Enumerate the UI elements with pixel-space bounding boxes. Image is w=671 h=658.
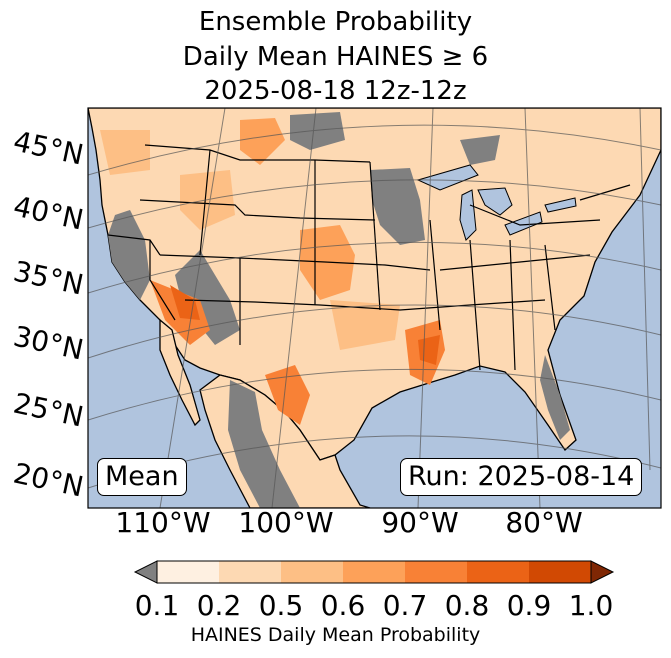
- colorbar-tick-0.2: 0.2: [197, 589, 242, 622]
- lon-label-100: 100°W: [238, 506, 333, 539]
- colorbar-segment-2: [281, 561, 343, 583]
- colorbar-tick-0.1: 0.1: [135, 589, 180, 622]
- colorbar-segment-3: [343, 561, 405, 583]
- title-line-2: Daily Mean HAINES ≥ 6: [182, 42, 489, 72]
- latitude-labels: 45°N 40°N 35°N 30°N 25°N 20°N: [11, 125, 87, 504]
- colorbar-tick-labels: 0.1 0.2 0.5 0.6 0.7 0.8 0.9 1.0: [135, 589, 614, 622]
- colorbar-segment-1: [219, 561, 281, 583]
- lat-label-40: 40°N: [11, 190, 87, 237]
- colorbar: [133, 560, 615, 584]
- run-date-label: Run: 2025-08-14: [400, 458, 643, 496]
- state-borders: [107, 144, 631, 371]
- colorbar-segment-6: [529, 561, 591, 583]
- lon-label-110: 110°W: [115, 506, 210, 539]
- colorbar-tick-0.6: 0.6: [321, 589, 366, 622]
- lat-label-35: 35°N: [11, 255, 87, 302]
- colorbar-tick-0.5: 0.5: [259, 589, 304, 622]
- colorbar-frame: [156, 560, 592, 584]
- lon-label-80: 80°W: [505, 506, 582, 539]
- lat-label-30: 30°N: [11, 320, 87, 367]
- graticule: [88, 108, 661, 508]
- map-area: [88, 108, 661, 508]
- title-line-1: Ensemble Probability: [198, 7, 473, 37]
- lon-label-90: 90°W: [381, 506, 458, 539]
- masked-areas: [108, 112, 570, 508]
- colorbar-segment-0: [157, 561, 219, 583]
- colorbar-label: HAINES Daily Mean Probability: [190, 624, 481, 646]
- baja-california: [159, 318, 201, 427]
- title-line-3: 2025-08-18 12z-12z: [204, 76, 467, 106]
- longitude-labels: 110°W 100°W 90°W 80°W: [115, 506, 582, 539]
- map-frame: [87, 107, 662, 509]
- lat-label-45: 45°N: [11, 125, 87, 172]
- colorbar-tick-0.7: 0.7: [383, 589, 428, 622]
- colorbar-segment-5: [467, 561, 529, 583]
- colorbar-tick-0.9: 0.9: [507, 589, 552, 622]
- statistic-label: Mean: [97, 458, 187, 496]
- colorbar-segment-4: [405, 561, 467, 583]
- lat-label-20: 20°N: [11, 457, 87, 504]
- lat-label-25: 25°N: [11, 387, 87, 434]
- colorbar-tick-0.8: 0.8: [445, 589, 490, 622]
- colorbar-tick-1.0: 1.0: [569, 589, 614, 622]
- colorbar-over-arrow: [590, 560, 615, 584]
- great-lakes: [416, 164, 577, 241]
- colorbar-under-arrow: [133, 560, 158, 584]
